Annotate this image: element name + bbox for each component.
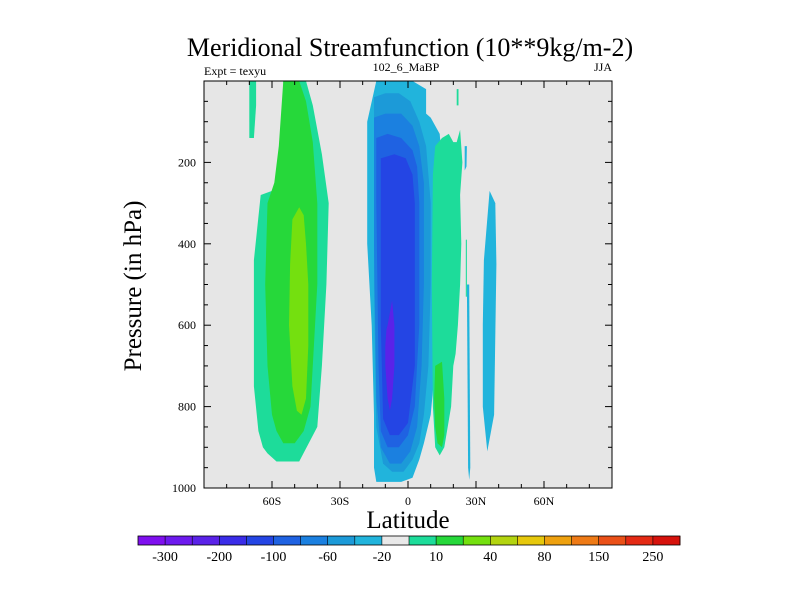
colorbar-label: -60 — [318, 550, 337, 565]
colorbar-label: -300 — [152, 550, 178, 565]
run-label: 102_6_MaBP — [373, 60, 440, 74]
y-axis-ticks: 200 400 600 800 1000 — [172, 100, 612, 495]
colorbar-swatch — [165, 536, 193, 545]
colorbar-label: 80 — [538, 550, 552, 565]
contour-nh-green-inner — [434, 361, 445, 448]
contour-hadley-core — [385, 300, 395, 411]
contour-sh-inner — [289, 207, 309, 415]
title-group: Meridional Streamfunction (10**9kg/m-2) … — [187, 33, 633, 78]
colorbar-swatch — [490, 536, 518, 545]
y-tick-label: 1000 — [172, 481, 196, 495]
colorbar-swatch — [219, 536, 247, 545]
colorbar-swatch — [273, 536, 301, 545]
contour-nh-streak-a — [456, 89, 459, 106]
y-axis-label: Pressure (in hPa) — [120, 201, 147, 372]
y-tick-label: 600 — [178, 318, 196, 332]
colorbar-swatch — [517, 536, 545, 545]
colorbar-swatch — [381, 536, 410, 545]
colorbar-swatch — [192, 536, 220, 545]
y-tick-label: 400 — [178, 237, 196, 251]
colorbar-label: -100 — [261, 550, 287, 565]
colorbar-swatch — [138, 536, 166, 545]
colorbar-swatch — [327, 536, 356, 545]
x-axis-ticks: 60S 30S 0 30N 60N — [226, 81, 590, 508]
contour-nh-streak-d — [464, 146, 467, 171]
colorbar: -300 -200 -100 -60 -20 10 40 80 150 250 — [137, 535, 681, 565]
colorbar-swatch — [246, 536, 274, 545]
colorbar-swatch — [436, 536, 464, 545]
x-tick-label: 60N — [534, 494, 555, 508]
contour-layer — [249, 81, 497, 482]
contour-far-sh-streak — [249, 81, 257, 138]
contour-hadley-l5 — [380, 154, 415, 436]
chart-title: Meridional Streamfunction (10**9kg/m-2) — [187, 33, 633, 62]
x-tick-label: 30S — [331, 494, 350, 508]
contour-nh-streak-c — [466, 284, 471, 480]
colorbar-label: 250 — [642, 550, 663, 565]
colorbar-swatch — [625, 536, 654, 545]
season-label: JJA — [594, 60, 612, 74]
experiment-label: Expt = texyu — [204, 64, 266, 78]
x-tick-label: 0 — [405, 494, 411, 508]
contour-nh-cyan-cell — [482, 190, 497, 452]
colorbar-swatch — [598, 536, 627, 545]
colorbar-swatch — [409, 536, 437, 545]
colorbar-swatch — [544, 536, 572, 545]
x-tick-label: 30N — [466, 494, 487, 508]
contour-nh-streak-b — [465, 239, 467, 297]
colorbar-swatch — [571, 536, 600, 545]
colorbar-swatch — [463, 536, 491, 545]
y-tick-label: 200 — [178, 155, 196, 169]
x-tick-label: 60S — [263, 494, 282, 508]
colorbar-swatch — [354, 536, 383, 545]
colorbar-label: 40 — [483, 550, 497, 565]
colorbar-swatch — [300, 536, 329, 545]
colorbar-label: -20 — [373, 550, 392, 565]
colorbar-swatch — [652, 536, 681, 545]
colorbar-label: -200 — [206, 550, 232, 565]
colorbar-label: 150 — [588, 550, 609, 565]
colorbar-label: 10 — [429, 550, 443, 565]
y-tick-label: 800 — [178, 400, 196, 414]
x-axis-label: Latitude — [366, 507, 449, 534]
